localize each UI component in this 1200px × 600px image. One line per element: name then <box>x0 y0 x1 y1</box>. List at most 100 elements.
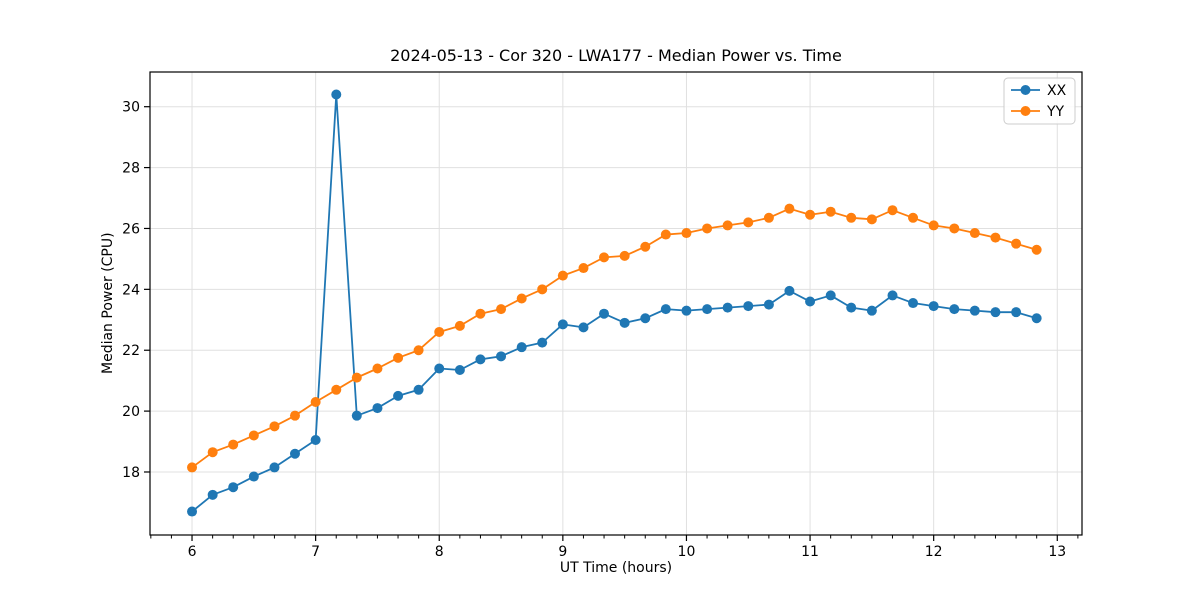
data-point <box>784 285 795 296</box>
data-point <box>743 301 754 312</box>
data-point <box>269 421 280 432</box>
data-point <box>1031 244 1042 255</box>
data-point <box>269 462 280 473</box>
series-YY <box>187 203 1042 473</box>
data-point <box>681 305 692 316</box>
data-point <box>351 372 362 383</box>
data-point <box>187 462 198 473</box>
data-point <box>393 352 404 363</box>
y-tick-label: 22 <box>122 343 140 359</box>
data-point <box>557 270 568 281</box>
data-point <box>289 448 300 459</box>
data-point <box>475 354 486 365</box>
data-point <box>537 284 548 295</box>
data-point <box>434 326 445 337</box>
data-point <box>1031 313 1042 324</box>
data-point <box>578 263 589 274</box>
data-point <box>413 384 424 395</box>
y-tick-label: 18 <box>122 465 140 481</box>
data-point <box>372 363 383 374</box>
data-point <box>372 403 383 414</box>
data-point <box>310 435 321 446</box>
data-point <box>331 384 342 395</box>
data-point <box>660 229 671 240</box>
legend-marker <box>1020 106 1031 116</box>
data-point <box>908 298 919 309</box>
data-point <box>660 304 671 315</box>
y-tick-label: 20 <box>122 404 140 420</box>
chart-title: 2024-05-13 - Cor 320 - LWA177 - Median P… <box>390 46 842 65</box>
data-point <box>681 228 692 239</box>
legend: XX YY <box>1003 77 1076 125</box>
data-point <box>825 206 836 217</box>
axes-spines <box>149 71 1083 536</box>
data-point <box>743 217 754 228</box>
y-tick-label: 28 <box>122 161 140 177</box>
data-point <box>805 296 816 307</box>
data-point <box>331 89 342 100</box>
data-point <box>619 250 630 261</box>
data-point <box>969 228 980 239</box>
data-point <box>413 345 424 356</box>
data-point <box>454 365 465 376</box>
data-point <box>578 322 589 333</box>
data-point <box>516 342 527 353</box>
data-point <box>702 304 713 315</box>
data-point <box>928 220 939 231</box>
data-point <box>640 241 651 252</box>
data-point <box>949 223 960 234</box>
data-point <box>702 223 713 234</box>
data-point <box>187 506 198 517</box>
data-point <box>393 390 404 401</box>
data-point <box>846 302 857 313</box>
legend-label: YY <box>1046 104 1065 120</box>
data-point <box>599 308 610 319</box>
data-point <box>949 304 960 315</box>
x-tick-label: 8 <box>435 544 444 560</box>
x-tick-label: 10 <box>678 544 696 560</box>
data-point <box>619 317 630 328</box>
data-point <box>496 304 507 315</box>
data-point <box>207 447 218 458</box>
data-point <box>887 205 898 216</box>
data-point <box>228 439 239 450</box>
data-point <box>228 482 239 493</box>
data-point <box>640 313 651 324</box>
x-tick-label: 6 <box>188 544 197 560</box>
data-point <box>928 301 939 312</box>
data-point <box>990 307 1001 318</box>
y-tick-label: 24 <box>122 282 140 298</box>
data-point <box>722 220 733 231</box>
data-point <box>289 410 300 421</box>
data-point <box>990 232 1001 243</box>
data-point <box>969 305 980 316</box>
x-tick-label: 9 <box>558 544 567 560</box>
data-point <box>722 302 733 313</box>
data-point <box>248 430 259 441</box>
x-tick-label: 7 <box>311 544 320 560</box>
data-point <box>475 308 486 319</box>
x-tick-label: 12 <box>925 544 943 560</box>
data-point <box>1011 307 1022 318</box>
data-point <box>310 396 321 407</box>
data-point <box>1011 238 1022 249</box>
data-point <box>763 299 774 310</box>
y-axis-label: Median Power (CPU) <box>100 232 116 375</box>
data-point <box>351 410 362 421</box>
data-point <box>763 212 774 223</box>
y-tick-label: 30 <box>122 100 140 116</box>
series-XX <box>187 89 1042 517</box>
y-tick-label: 26 <box>122 221 140 237</box>
x-axis: 6 7 8 9 10 11 12 13 <box>150 535 1079 560</box>
data-point <box>537 337 548 348</box>
data-point <box>805 209 816 220</box>
data-point <box>887 290 898 301</box>
data-point <box>866 305 877 316</box>
data-point <box>207 489 218 500</box>
data-point <box>516 293 527 304</box>
data-point <box>846 212 857 223</box>
y-axis: 18 20 22 24 26 28 30 <box>122 100 150 481</box>
data-point <box>599 252 610 263</box>
